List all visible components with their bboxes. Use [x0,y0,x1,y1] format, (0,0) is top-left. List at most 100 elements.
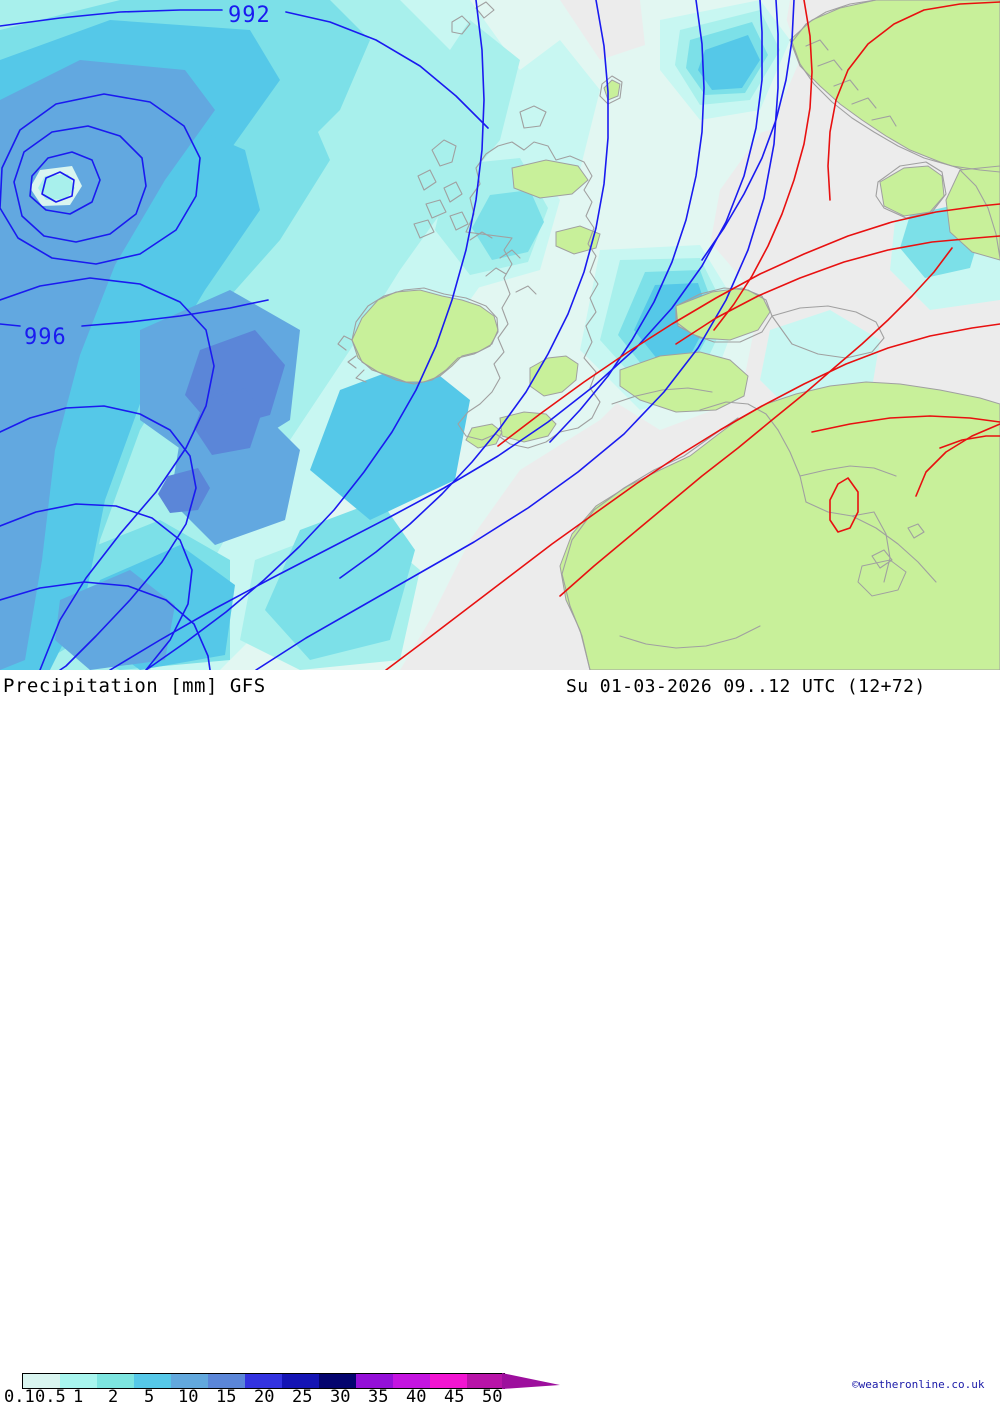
precip-band-10-c [55,570,175,670]
isobar-high-b [827,1,1000,201]
coast-great-britain [457,141,601,449]
map-footer: Precipitation [mm] GFS Su 01-03-2026 09.… [0,670,1000,1407]
coast-channel-south [611,387,713,405]
border-france-belgium [699,401,779,431]
coast-ireland [351,287,499,385]
isobar-1012 [549,0,705,443]
isobar-988 [29,151,101,215]
colorbar-swatch-0.1[interactable] [23,1374,60,1388]
colorbar-swatch-10[interactable] [208,1374,245,1388]
forecast-timestamp: Su 01-03-2026 09..12 UTC (12+72) [566,676,926,697]
coast-ireland-west-inlets [337,335,367,383]
precip-band-2-f [265,500,415,660]
colorbar-tick-35: 35 [368,1387,389,1407]
coast-isles-north [451,1,495,35]
colorbar-tick-1: 1 [73,1387,84,1407]
land-cornwall [465,423,503,449]
isobar-996-line [0,299,269,327]
coast-norway-fjords [805,39,897,127]
colorbar-swatch-20[interactable] [282,1374,319,1388]
colorbar-swatch-45[interactable] [467,1374,504,1388]
isobar-high-g [811,415,1000,433]
isobars-low [0,0,795,670]
isobar-1008 [145,0,485,670]
border-france-spain [619,625,761,649]
border-france-germany [777,429,807,503]
isobar-label-992: 992 [228,3,271,28]
colorbar-tick-45: 45 [444,1387,465,1407]
precip-core-centre-inner [38,174,75,200]
colorbar-swatch-25[interactable] [319,1374,356,1388]
isobar-high-alps [829,477,859,533]
colorbar-swatch-35[interactable] [393,1374,430,1388]
colorbar-tick-0.5: 0.5 [35,1387,66,1407]
colorbar-swatch-1[interactable] [97,1374,134,1388]
colorbar-tick-25: 25 [292,1387,313,1407]
border-italy [873,511,891,583]
colorbar-tick-20: 20 [254,1387,275,1407]
land-wales [529,355,579,397]
land-scotland-green-b [555,225,601,255]
isobar-high-f [675,235,1000,345]
land-ireland [351,289,499,383]
precip-band-10-d [170,410,300,545]
isobars-high [385,0,1000,670]
coast-inland-lakes [871,523,925,569]
coast-hebrides [413,139,469,239]
copyright-credit: ©weatheronline.co.uk [852,1378,985,1391]
colorbar-tick-40: 40 [406,1387,427,1407]
coast-denmark [875,161,947,219]
isobar-high-c [559,247,953,597]
colorbar-swatch-40[interactable] [430,1374,467,1388]
colorbar-swatch-5[interactable] [171,1374,208,1388]
map-canvas: 992 996 [0,0,1000,670]
land-belgium-north-france [619,351,749,413]
border-alps [851,515,937,583]
isobar-high-d [385,323,1000,670]
colorbar-swatch-30[interactable] [356,1374,393,1388]
isobar-high-a [713,0,813,331]
colorbar-tick-50: 50 [482,1387,503,1407]
colorbar-tick-2: 2 [108,1387,119,1407]
coast-german-bight [771,305,885,359]
colorbar-tick-5: 5 [144,1387,155,1407]
isobar-992-label-line [0,9,489,129]
colorbar-swatch-2[interactable] [134,1374,171,1388]
coast-orkney [519,105,547,129]
colorbar-tick-10: 10 [178,1387,199,1407]
coast-atlantic-france [561,417,739,670]
coast-low-countries [675,287,773,343]
colorbar-overflow-arrow [502,1373,560,1389]
coast-sweden [959,169,1000,259]
precip-band-5-c [310,360,470,520]
precipitation-map[interactable]: 992 996 [0,0,1000,670]
colorbar-tick-0.1: 0.1 [4,1387,35,1407]
border-france-switzerland [805,501,875,517]
isobar-1004-atlantic [109,0,763,670]
isobar-1006 [255,0,779,670]
colorbar-tick-15: 15 [216,1387,237,1407]
colorbar-swatch-15[interactable] [245,1374,282,1388]
isobar-998 [0,405,197,670]
precip-band-10 [0,60,215,670]
coast-shetland [599,75,623,105]
isobar-high-i [939,435,1000,449]
isobar-1014 [701,0,795,261]
border-germany-internal [799,465,897,477]
colorbar-tick-30: 30 [330,1387,351,1407]
colorbar-tick-labels: 0.1 0.5 1 2 5 10 15 20 25 30 35 40 45 50 [0,1387,560,1407]
coastlines [337,0,1000,670]
isobar-high-e [497,203,1000,447]
precip-band-15-b [194,388,262,455]
precip-band-5-f [698,35,760,90]
isobar-984 [41,171,75,203]
isobar-label-996: 996 [24,325,67,350]
colorbar-swatch-0.5[interactable] [60,1374,97,1388]
isobar-994 [0,277,215,670]
coast-norway [791,0,1000,173]
isobar-high-h [915,423,1000,497]
page-title: Precipitation [mm] GFS [3,675,266,697]
precip-band-15-c [158,468,210,513]
isobar-1002 [0,581,211,670]
